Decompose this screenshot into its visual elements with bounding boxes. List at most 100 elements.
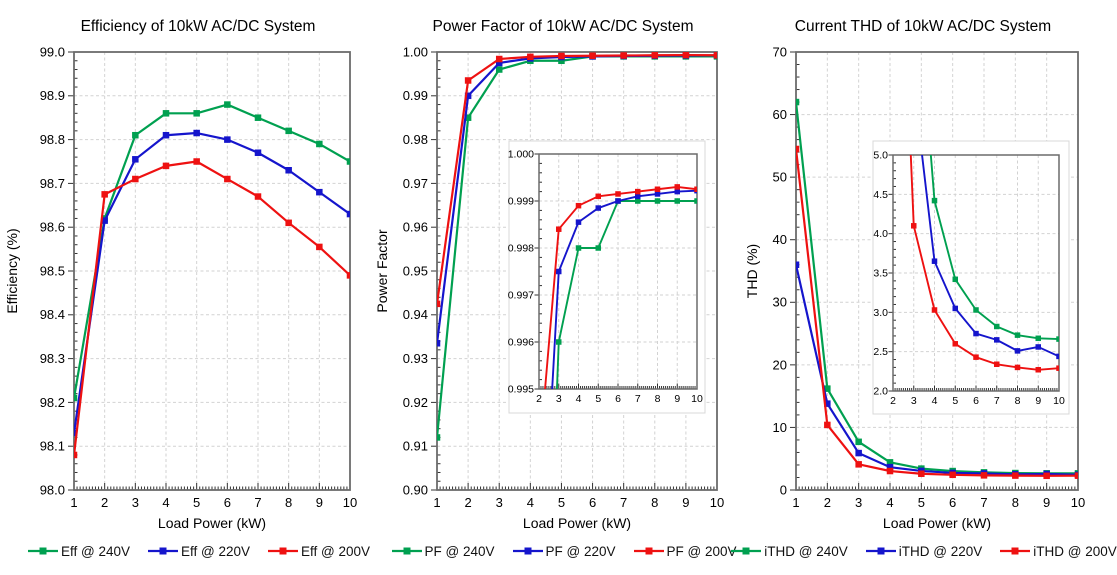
inset-plot: 2 3 4 5 6 7 8 9 10 2.0 2.5 3.0 3.5 4.0 4.5 5.0 <box>872 140 1070 415</box>
y-tick-label: 98.9 <box>40 88 65 103</box>
legend-label: Eff @ 220V <box>181 543 250 559</box>
x-tick-label: 8 <box>285 495 292 510</box>
x-tick-label: 3 <box>911 395 917 407</box>
y-axis-label: Power Factor <box>374 229 390 313</box>
chart-svg-3: Current THD of 10kW AC/DC System THD (%) L… <box>744 18 1086 531</box>
plot-frame <box>538 153 698 390</box>
x-tick-label: 5 <box>595 393 601 405</box>
x-tick-label: 6 <box>949 495 956 510</box>
x-tick-label: 6 <box>224 495 231 510</box>
x-tick-label: 3 <box>556 393 562 405</box>
tick-labels: 1 2 3 4 5 6 7 8 9 10 98.0 98.1 98.2 98.3 98.4 98.5 98.6 9… <box>40 44 358 510</box>
x-tick-label: 5 <box>952 395 958 407</box>
chart-title: Power Factor of 10kW AC/DC System <box>433 18 694 35</box>
x-tick-label: 8 <box>651 495 658 510</box>
legend-item: iTHD @ 240V <box>731 544 848 559</box>
x-tick-label: 8 <box>655 393 661 405</box>
tick-labels: 2 3 4 5 6 7 8 9 10 2.0 2.5 3.0 3.5 4.0 4.5 5.0 <box>873 150 1065 407</box>
series-ithd-200v <box>909 155 1059 373</box>
x-tick-label: 7 <box>254 495 261 510</box>
y-tick-label: 50 <box>773 170 787 185</box>
chart-title: Efficiency of 10kW AC/DC System <box>81 18 316 35</box>
x-tick-label: 10 <box>343 495 357 510</box>
x-tick-label: 1 <box>433 495 440 510</box>
x-tick-label: 10 <box>710 495 724 510</box>
x-tick-label: 4 <box>527 495 534 510</box>
y-tick-label: 0.93 <box>403 351 428 366</box>
x-tick-label: 2 <box>464 495 471 510</box>
y-tick-label: 0.95 <box>403 263 428 278</box>
chart-panel-3: Current THD of 10kW AC/DC System THD (%) L… <box>731 0 1117 575</box>
y-tick-label: 40 <box>773 232 787 247</box>
x-tick-label: 8 <box>1015 395 1021 407</box>
legend-label: iTHD @ 200V <box>1033 543 1117 559</box>
y-tick-label: 98.2 <box>40 395 65 410</box>
legend-label: PF @ 240V <box>424 543 495 559</box>
legend-marker-icon <box>391 547 422 555</box>
legend-marker-icon <box>268 547 298 555</box>
y-tick-label: 30 <box>773 295 787 310</box>
legend-marker-icon <box>633 547 664 555</box>
x-tick-label: 2 <box>101 495 108 510</box>
y-tick-label: 2.5 <box>873 346 888 358</box>
legend: Eff @ 240V Eff @ 220V Eff @ 200V <box>28 541 370 561</box>
y-tick-label: 0.98 <box>403 132 428 147</box>
x-tick-label: 9 <box>674 393 680 405</box>
legend: PF @ 240V PF @ 220V PF @ 200V <box>391 541 737 561</box>
x-tick-label: 4 <box>886 495 893 510</box>
legend-label: PF @ 220V <box>545 543 616 559</box>
legend-item: PF @ 240V <box>391 543 495 559</box>
series-eff-200v <box>74 158 350 459</box>
tick-labels: 2 3 4 5 6 7 8 9 10 0.995 0.996 0.997 0.998 0.999 1.000 <box>508 149 703 405</box>
y-tick-label: 99.0 <box>40 44 65 59</box>
x-tick-label: 7 <box>980 495 987 510</box>
x-tick-label: 9 <box>1035 395 1041 407</box>
x-tick-label: 7 <box>635 393 641 405</box>
gridlines <box>893 155 1059 391</box>
y-axis-label: THD (%) <box>744 244 760 298</box>
y-tick-label: 98.6 <box>40 220 65 235</box>
x-tick-label: 6 <box>589 495 596 510</box>
legend-marker-icon <box>148 547 178 555</box>
inset-background <box>872 140 1070 415</box>
y-tick-label: 0.999 <box>508 196 534 208</box>
main-plot: 1 2 3 4 5 6 7 8 9 10 98.0 98.1 98.2 98.3 98.4 98.5 98.6 9… <box>40 44 358 510</box>
x-tick-label: 10 <box>1071 495 1085 510</box>
tick-labels: 1 2 3 4 5 6 7 8 9 10 0 10 20 30 40 50 60 70 <box>773 44 1086 510</box>
y-tick-label: 0.91 <box>403 439 428 454</box>
main-plot: 1 2 3 4 5 6 7 8 9 10 0.90 0.91 0.92 0.93 0.94 0.95 0.96 0… <box>403 44 725 510</box>
y-tick-label: 0.99 <box>403 88 428 103</box>
legend-marker-icon <box>28 547 58 555</box>
series-ithd-200v <box>796 145 1078 480</box>
x-tick-label: 8 <box>1012 495 1019 510</box>
legend-item: Eff @ 200V <box>268 544 370 559</box>
legend-label: iTHD @ 220V <box>898 543 983 559</box>
legend: iTHD @ 240V iTHD @ 220V iTHD @ 200V <box>731 541 1117 561</box>
x-tick-label: 10 <box>1053 395 1065 407</box>
legend-item: Eff @ 220V <box>148 544 250 559</box>
x-tick-label: 5 <box>918 495 925 510</box>
x-tick-label: 7 <box>620 495 627 510</box>
legend-marker-icon <box>865 547 896 555</box>
y-tick-label: 4.5 <box>873 189 888 201</box>
y-tick-label: 5.0 <box>873 150 888 162</box>
x-tick-label: 3 <box>496 495 503 510</box>
series-ithd-220v <box>921 155 1059 360</box>
y-tick-label: 0.995 <box>508 384 534 396</box>
y-tick-label: 0.998 <box>508 243 534 255</box>
y-tick-label: 1.000 <box>508 149 534 161</box>
y-tick-label: 3.5 <box>873 268 888 280</box>
legend-item: Eff @ 240V <box>28 544 130 559</box>
y-tick-label: 98.7 <box>40 176 65 191</box>
legend-item: PF @ 220V <box>512 543 616 559</box>
gridlines <box>74 52 350 490</box>
y-tick-label: 98.1 <box>40 439 65 454</box>
y-tick-label: 98.4 <box>40 307 65 322</box>
x-axis-label: Load Power (kW) <box>158 515 266 531</box>
plot-frame <box>436 51 718 491</box>
x-tick-label: 2 <box>536 393 542 405</box>
legend-item: iTHD @ 220V <box>865 543 983 559</box>
series-eff-240v <box>74 101 350 402</box>
y-tick-label: 0.997 <box>508 290 534 302</box>
